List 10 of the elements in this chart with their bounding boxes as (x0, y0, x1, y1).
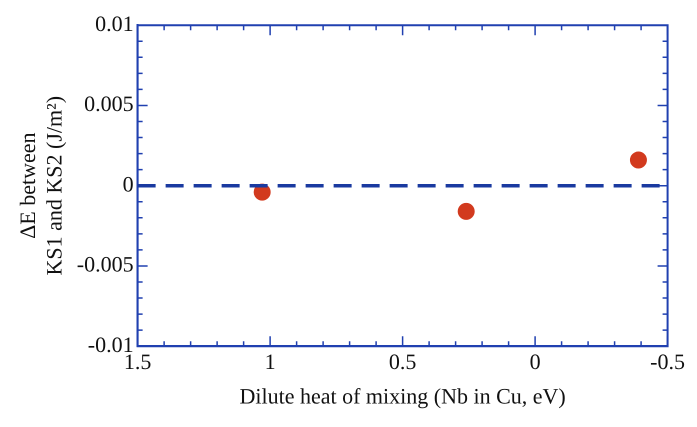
x-tick-label: -0.5 (650, 349, 685, 374)
y-tick-label: 0.01 (95, 10, 134, 36)
y-tick-label: 0.005 (84, 91, 134, 116)
y-tick-label: 0 (122, 171, 134, 196)
x-tick-label: 0 (530, 349, 541, 374)
x-tick-label: 0.5 (388, 349, 416, 374)
y-axis-title: ΔE between KS1 and KS2 (J/m²) (14, 96, 66, 276)
y-tick-label: -0.005 (76, 252, 134, 277)
x-tick-label: 1 (264, 349, 276, 374)
x-axis-title: Dilute heat of mixing (Nb in Cu, eV) (239, 384, 566, 409)
